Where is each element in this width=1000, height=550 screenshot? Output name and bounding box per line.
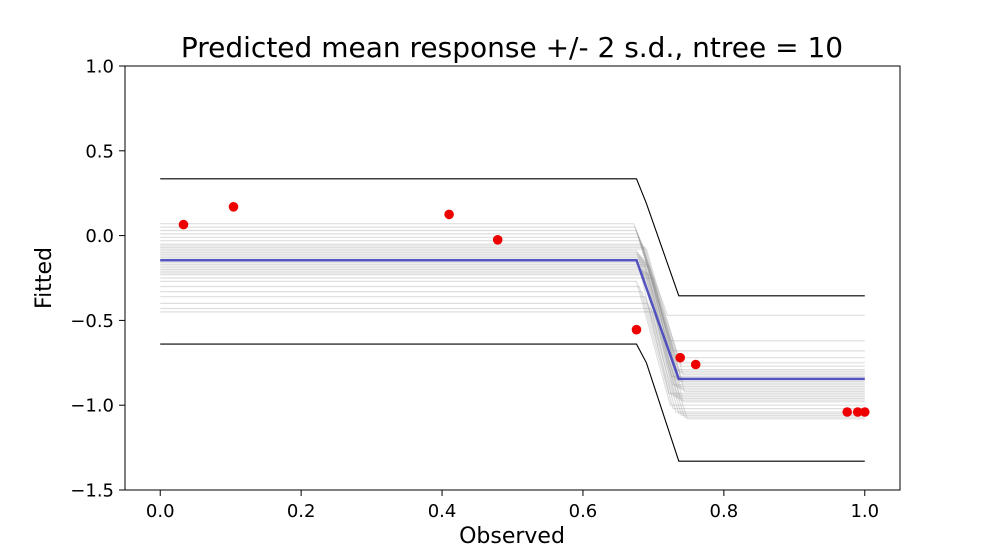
sample-tree-line xyxy=(160,291,865,413)
sample-tree-line xyxy=(160,223,865,316)
y-tick-label: 1.0 xyxy=(85,57,114,78)
sample-tree-line xyxy=(160,245,865,372)
x-tick-label: 0.2 xyxy=(287,501,316,522)
x-tick-label: 0.4 xyxy=(428,501,457,522)
y-tick-label: −1.0 xyxy=(70,396,114,417)
sample-tree-line xyxy=(160,243,865,371)
sample-tree-line xyxy=(160,274,865,401)
sample-tree-line xyxy=(160,248,865,376)
sample-tree-line xyxy=(160,263,865,391)
mean-response-line xyxy=(160,258,865,381)
y-tick-label: 0.5 xyxy=(85,141,114,162)
sample-tree-line xyxy=(160,265,865,393)
sample-tree-line xyxy=(160,257,865,384)
sample-tree-line xyxy=(160,280,865,406)
sample-tree-line xyxy=(160,240,865,367)
x-tick-label: 0.0 xyxy=(146,501,175,522)
x-axis-label: Observed xyxy=(459,524,565,549)
observed-point xyxy=(675,352,685,363)
observed-points-layer xyxy=(178,202,870,417)
observed-point xyxy=(228,202,239,212)
sample-trees-layer xyxy=(160,223,865,420)
x-tick-label: 0.8 xyxy=(710,501,739,522)
observed-point xyxy=(631,324,642,335)
upper-bound-line xyxy=(160,178,865,297)
bounds-layer xyxy=(160,178,865,462)
chart-title: Predicted mean response +/- 2 s.d., ntre… xyxy=(181,31,843,64)
y-axis-label: Fitted xyxy=(32,247,57,309)
sample-tree-line xyxy=(160,246,865,374)
observed-point xyxy=(444,209,454,220)
sample-tree-line xyxy=(160,262,865,389)
sample-tree-line xyxy=(160,255,865,383)
y-tick-label: −0.5 xyxy=(70,311,114,332)
x-tick-label: 1.0 xyxy=(850,501,879,522)
sample-tree-line xyxy=(160,229,865,352)
mean-layer xyxy=(160,258,865,381)
x-tick-label: 0.6 xyxy=(569,501,598,522)
sample-tree-line xyxy=(160,236,865,364)
sample-tree-line xyxy=(160,302,865,416)
sample-tree-line xyxy=(160,267,865,394)
sample-tree-line xyxy=(160,296,865,415)
observed-point xyxy=(852,407,863,417)
sample-tree-line xyxy=(160,285,865,410)
sample-tree-line xyxy=(160,277,865,403)
sample-tree-line xyxy=(160,226,865,342)
observed-point xyxy=(492,235,503,245)
sample-tree-line xyxy=(160,311,865,420)
plot-frame xyxy=(124,65,901,491)
lower-bound-line xyxy=(160,343,865,462)
sample-tree-line xyxy=(160,307,865,418)
observed-point xyxy=(842,407,852,417)
observed-point xyxy=(860,407,870,417)
y-tick-label: −1.5 xyxy=(70,481,114,502)
observed-point xyxy=(690,359,701,370)
x-axis-ticks: 0.0 0.2 0.4 0.6 0.8 1.0 xyxy=(146,490,879,522)
plot-area xyxy=(125,66,900,490)
y-axis-ticks: −1.5 −1.0 −0.5 0.0 0.5 1.0 xyxy=(70,57,125,502)
y-tick-label: 0.0 xyxy=(85,226,114,247)
sample-tree-line xyxy=(160,250,865,377)
sample-tree-line xyxy=(160,233,865,359)
sample-tree-line xyxy=(160,268,865,396)
observed-point xyxy=(178,219,189,230)
sample-tree-line xyxy=(160,270,865,398)
